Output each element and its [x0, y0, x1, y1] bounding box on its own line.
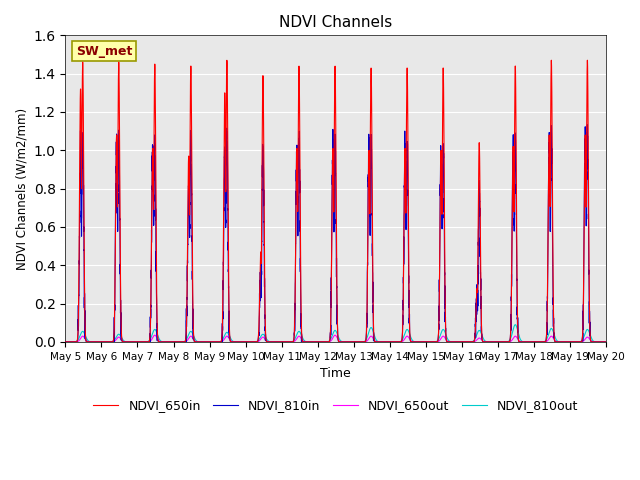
NDVI_650in	[602, 339, 610, 345]
NDVI_810out	[511, 322, 519, 327]
NDVI_650in	[172, 339, 179, 345]
NDVI_810in	[111, 339, 118, 345]
NDVI_650in	[584, 58, 591, 63]
NDVI_650out	[410, 339, 418, 345]
NDVI_650in	[487, 339, 495, 345]
X-axis label: Time: Time	[321, 367, 351, 380]
Line: NDVI_810out: NDVI_810out	[65, 324, 606, 342]
Line: NDVI_810in: NDVI_810in	[65, 125, 606, 342]
NDVI_650out	[172, 339, 179, 345]
NDVI_810in	[177, 339, 185, 345]
NDVI_810in	[584, 122, 591, 128]
NDVI_650out	[61, 339, 69, 345]
NDVI_810out	[177, 339, 185, 345]
NDVI_810out	[264, 338, 271, 344]
NDVI_810in	[172, 339, 179, 345]
Title: NDVI Channels: NDVI Channels	[279, 15, 392, 30]
NDVI_810out	[602, 339, 610, 345]
NDVI_810in	[264, 339, 272, 345]
NDVI_810out	[410, 339, 418, 345]
NDVI_810in	[410, 339, 418, 345]
NDVI_650in	[600, 339, 608, 345]
NDVI_650in	[264, 339, 271, 345]
NDVI_650in	[410, 339, 418, 345]
NDVI_810out	[487, 339, 495, 345]
NDVI_810in	[61, 339, 69, 345]
Legend: NDVI_650in, NDVI_810in, NDVI_650out, NDVI_810out: NDVI_650in, NDVI_810in, NDVI_650out, NDV…	[88, 394, 583, 417]
NDVI_810in	[487, 339, 495, 345]
Line: NDVI_650in: NDVI_650in	[65, 60, 606, 342]
NDVI_650in	[61, 339, 69, 345]
NDVI_810in	[600, 339, 608, 345]
NDVI_650out	[602, 339, 610, 345]
Text: SW_met: SW_met	[76, 45, 132, 58]
NDVI_810out	[600, 339, 608, 345]
NDVI_650out	[177, 339, 185, 345]
NDVI_650in	[177, 339, 185, 345]
NDVI_650out	[264, 339, 272, 345]
NDVI_810in	[602, 339, 610, 345]
NDVI_650out	[487, 339, 495, 345]
Line: NDVI_650out: NDVI_650out	[65, 335, 606, 342]
NDVI_810out	[172, 339, 179, 345]
NDVI_650out	[600, 339, 608, 345]
NDVI_810out	[61, 339, 69, 345]
NDVI_650out	[151, 332, 159, 338]
Y-axis label: NDVI Channels (W/m2/mm): NDVI Channels (W/m2/mm)	[15, 108, 28, 270]
